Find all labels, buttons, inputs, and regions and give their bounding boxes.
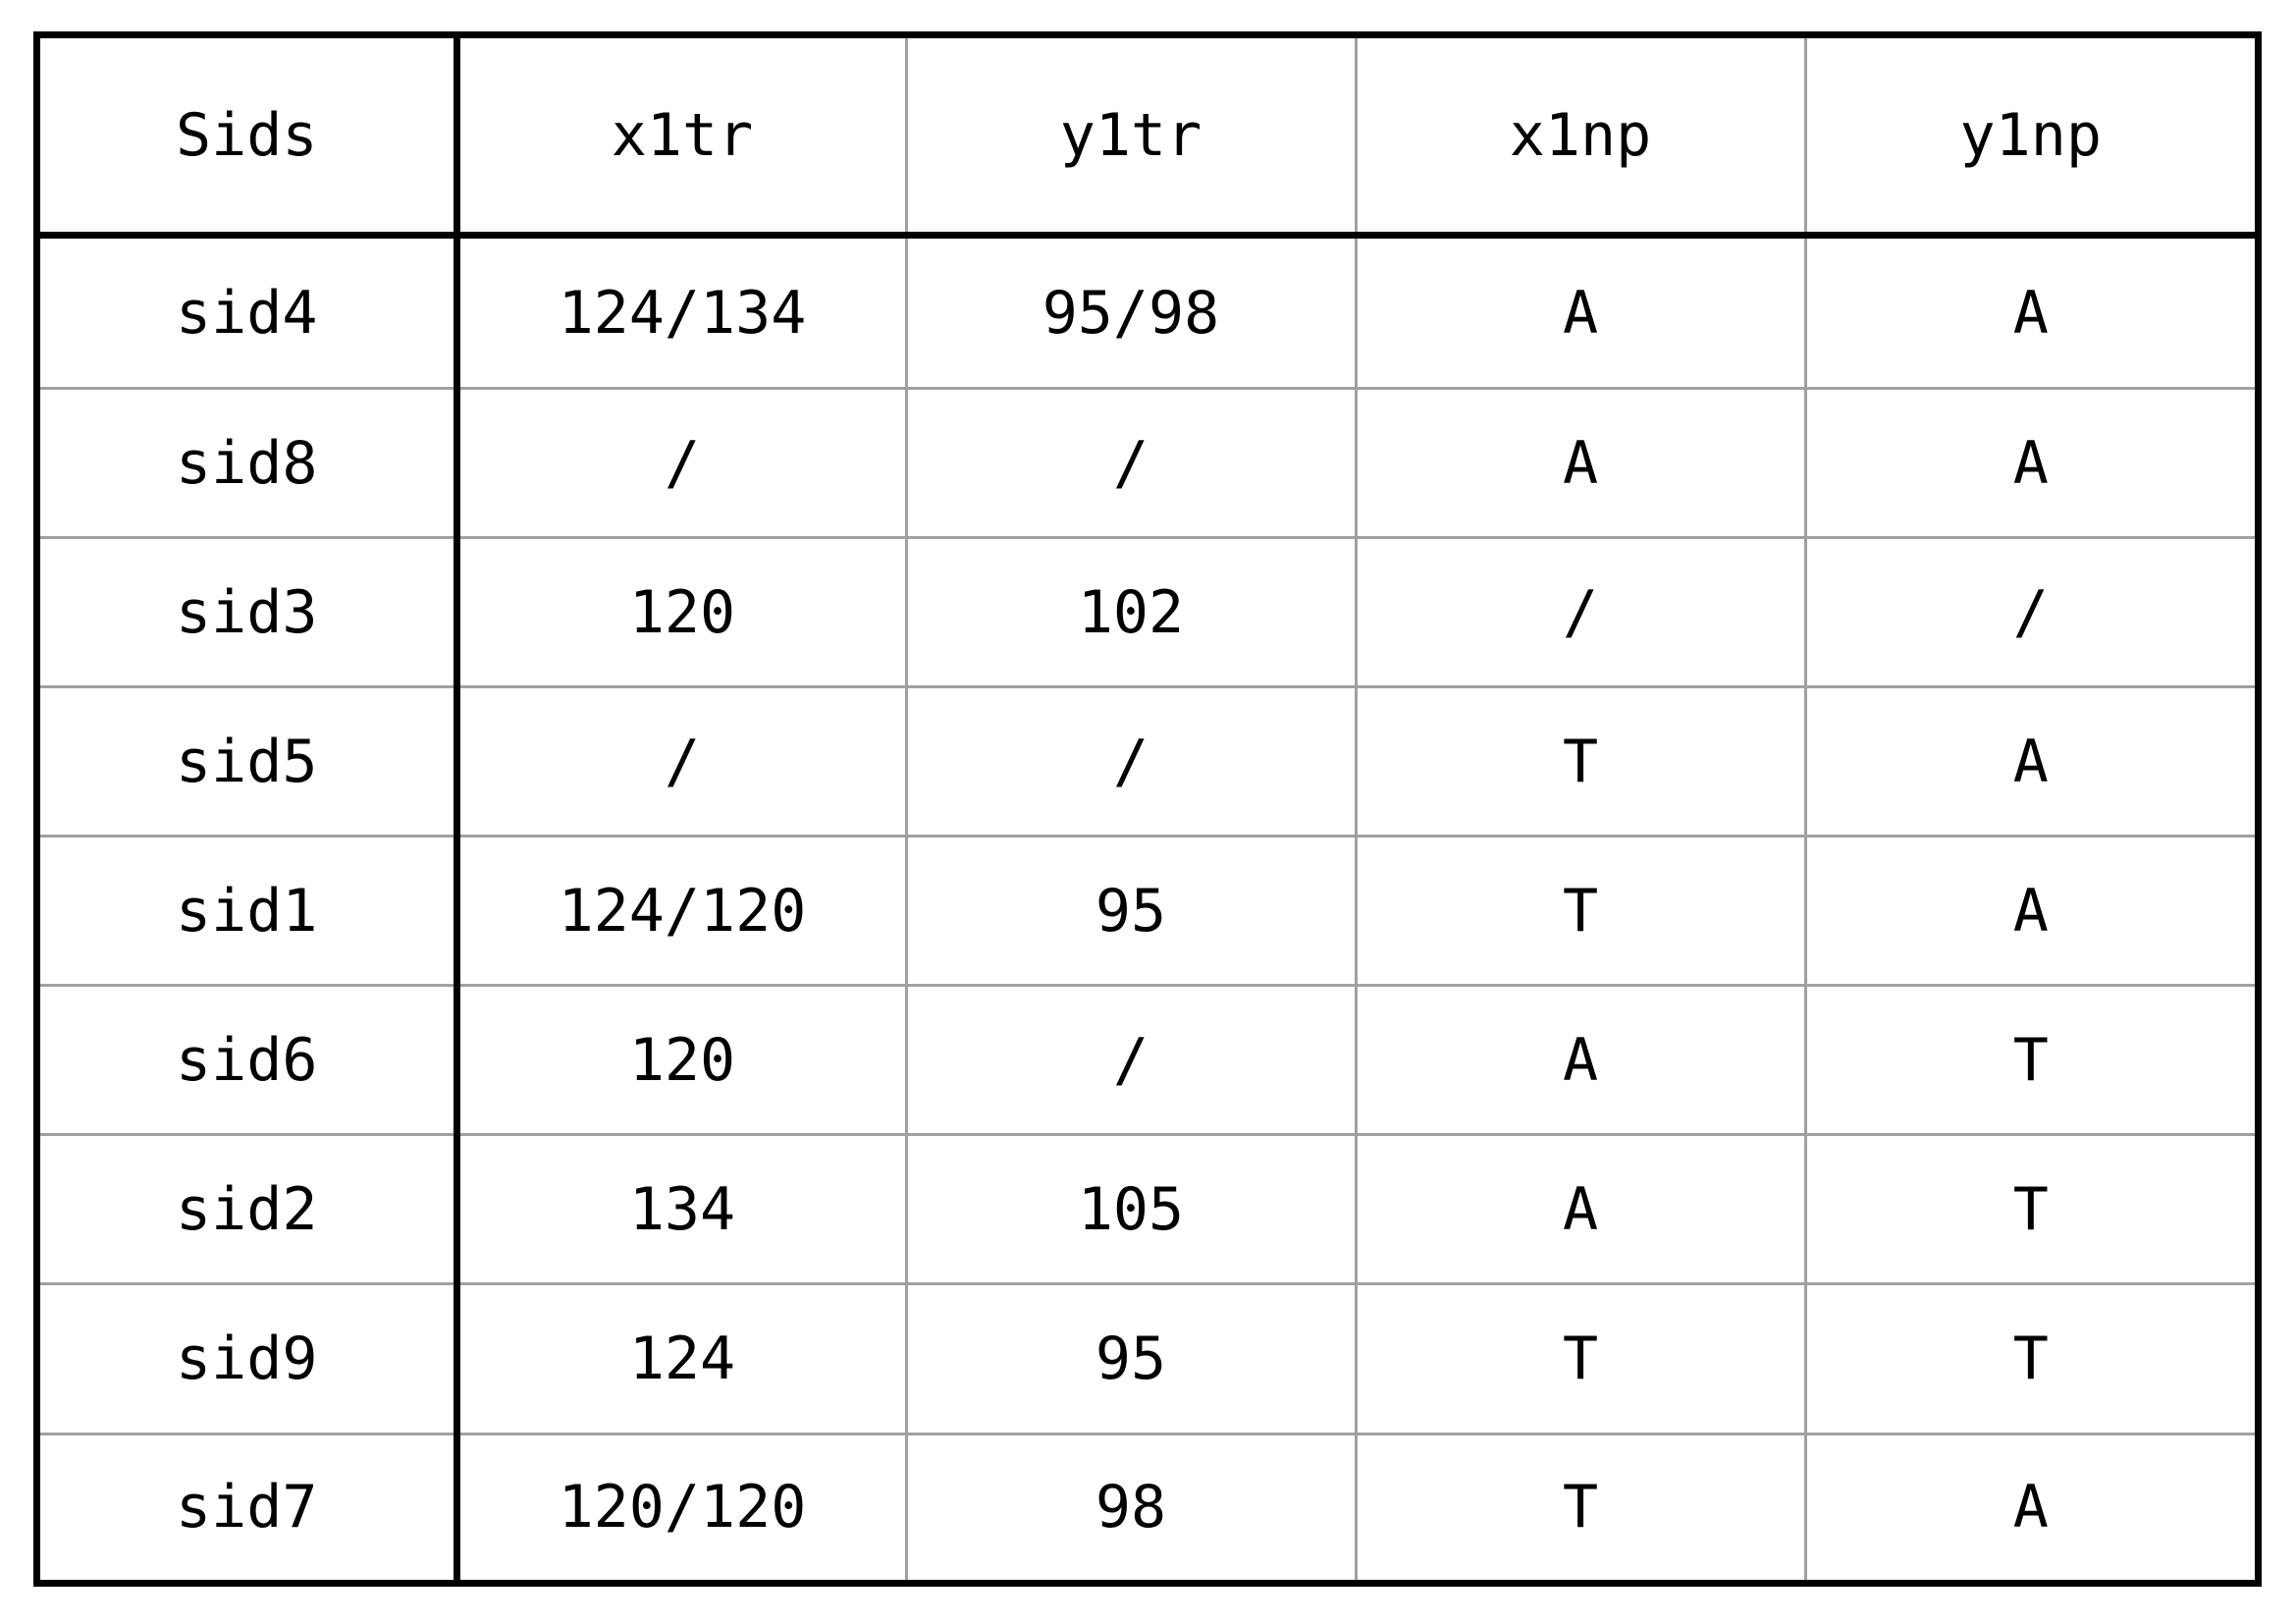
table-row: sid6 120 / A T xyxy=(40,984,2255,1135)
cell-y1np: T xyxy=(1803,984,2255,1135)
cell-y1np: A xyxy=(1803,835,2255,986)
cell-y1np: A xyxy=(1803,1432,2255,1580)
data-table-frame: Sids x1tr y1tr x1np y1np sid4 124/134 95… xyxy=(33,31,2262,1587)
cell-x1np: T xyxy=(1354,835,1805,986)
cell-x1tr: 134 xyxy=(453,1133,906,1284)
cell-y1tr: 95 xyxy=(904,1282,1356,1435)
cell-y1np: T xyxy=(1803,1282,2255,1435)
cell-sid: sid7 xyxy=(40,1432,456,1580)
cell-y1tr: 95 xyxy=(904,835,1356,986)
column-header-y1np: y1np xyxy=(1803,38,2255,239)
cell-x1tr: 124 xyxy=(453,1282,906,1435)
cell-sid: sid2 xyxy=(40,1133,456,1284)
cell-x1tr: 124/134 xyxy=(453,235,906,389)
cell-y1tr: 95/98 xyxy=(904,235,1356,389)
table-row: sid7 120/120 98 T A xyxy=(40,1432,2255,1580)
cell-y1np: A xyxy=(1803,235,2255,389)
cell-sid: sid4 xyxy=(176,278,318,348)
table-row: sid1 124/120 95 T A xyxy=(40,835,2255,986)
header-row: Sids x1tr y1tr x1np y1np xyxy=(40,38,2255,239)
table-row: sid9 124 95 T T xyxy=(40,1282,2255,1435)
cell-x1np: A xyxy=(1354,1133,1805,1284)
data-table: Sids x1tr y1tr x1np y1np sid4 124/134 95… xyxy=(40,38,2255,1580)
column-header-sids: Sids xyxy=(40,38,456,239)
cell-y1tr: / xyxy=(904,984,1356,1135)
cell-x1tr: 120 xyxy=(453,536,906,687)
cell-x1np: A xyxy=(1354,387,1805,538)
cell-x1np: A xyxy=(1354,984,1805,1135)
table-header: Sids x1tr y1tr x1np y1np xyxy=(40,38,2255,239)
cell-x1np: / xyxy=(1354,536,1805,687)
cell-y1tr: / xyxy=(904,387,1356,538)
cell-x1np: T xyxy=(1354,1432,1805,1580)
cell-x1np: A xyxy=(1354,235,1805,389)
cell-x1tr: 124/120 xyxy=(453,835,906,986)
table-row: sid4 124/134 95/98 A A xyxy=(40,235,2255,389)
cell-sid: sid8 xyxy=(40,387,456,538)
cell-y1np: / xyxy=(1803,536,2255,687)
cell-x1tr: / xyxy=(453,387,906,538)
cell-sid: sid1 xyxy=(40,835,456,986)
cell-sid: sid6 xyxy=(40,984,456,1135)
cell-y1np: A xyxy=(1803,387,2255,538)
table-body: sid4 124/134 95/98 A A sid8 / / A A sid3… xyxy=(40,235,2255,1580)
column-header-y1tr: y1tr xyxy=(904,38,1356,239)
cell-y1tr: 105 xyxy=(904,1133,1356,1284)
cell-x1tr: 120 xyxy=(453,984,906,1135)
cell-x1np: T xyxy=(1354,1282,1805,1435)
cell-y1np: T xyxy=(1803,1133,2255,1284)
table-row: sid5 / / T A xyxy=(40,685,2255,837)
table-row: sid2 134 105 A T xyxy=(40,1133,2255,1284)
cell-x1np: T xyxy=(1354,685,1805,837)
table-row: sid3 120 102 / / xyxy=(40,536,2255,687)
cell-x1tr: 120/120 xyxy=(453,1432,906,1580)
cell-y1np: A xyxy=(1803,685,2255,837)
column-header-x1np: x1np xyxy=(1354,38,1805,239)
cell-sid: sid5 xyxy=(40,685,456,837)
column-header-x1tr: x1tr xyxy=(453,38,906,239)
cell-x1tr: / xyxy=(453,685,906,837)
cell-y1tr: / xyxy=(904,685,1356,837)
table-row: sid8 / / A A xyxy=(40,387,2255,538)
cell-y1tr: 98 xyxy=(904,1432,1356,1580)
cell-sid: sid3 xyxy=(40,536,456,687)
cell-y1tr: 102 xyxy=(904,536,1356,687)
cell-sid: sid9 xyxy=(40,1282,456,1435)
